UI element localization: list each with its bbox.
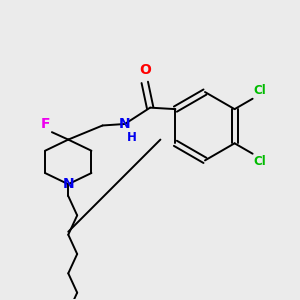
Text: Cl: Cl bbox=[253, 84, 266, 97]
Text: O: O bbox=[139, 63, 151, 77]
Text: Cl: Cl bbox=[253, 155, 266, 168]
Text: N: N bbox=[62, 177, 74, 191]
Text: H: H bbox=[128, 130, 137, 143]
Text: F: F bbox=[41, 117, 50, 131]
Text: N: N bbox=[119, 117, 131, 131]
